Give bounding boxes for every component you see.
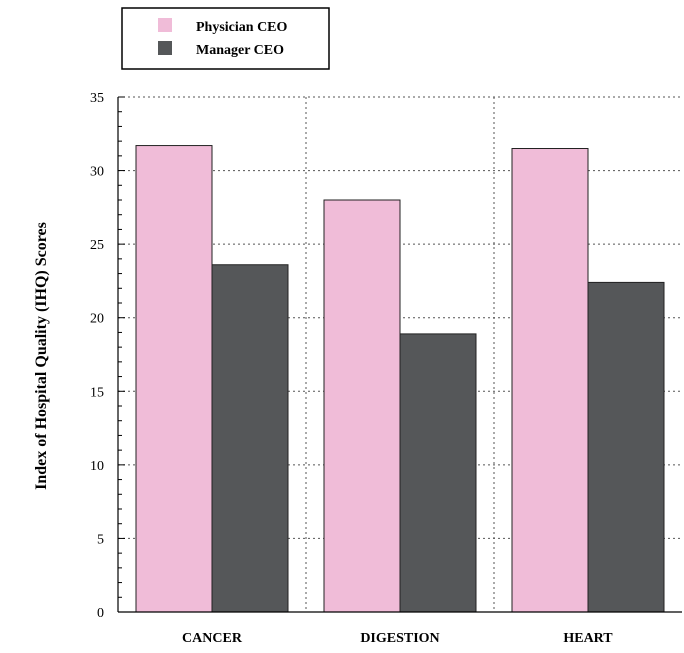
y-tick-label: 10	[90, 459, 104, 474]
legend: Physician CEO Manager CEO	[121, 7, 330, 70]
bar-cancer-manager-ceo	[211, 264, 289, 613]
x-tick-label: CANCER	[182, 631, 243, 646]
legend-label-physician: Physician CEO	[196, 20, 288, 35]
y-tick-label: 15	[90, 385, 104, 400]
bar-heart-physician-ceo	[511, 148, 589, 613]
legend-swatch-physician	[158, 18, 172, 32]
bar-cancer-physician-ceo	[135, 145, 213, 613]
y-axis-title: Index of Hospital Quality (IHQ) Scores	[33, 222, 50, 490]
bars	[135, 145, 665, 613]
x-tick-label: HEART	[563, 631, 613, 646]
legend-label-manager: Manager CEO	[196, 43, 284, 58]
y-tick-label: 35	[90, 91, 104, 106]
y-tick-label: 20	[90, 312, 104, 327]
y-tick-label: 25	[90, 238, 104, 253]
y-tick-label: 30	[90, 165, 104, 180]
y-tick-label: 5	[97, 532, 104, 547]
legend-swatch-manager	[158, 41, 172, 55]
legend-box	[121, 7, 330, 70]
bar-digestion-manager-ceo	[399, 333, 477, 613]
bar-heart-manager-ceo	[587, 281, 665, 613]
x-tick-label: DIGESTION	[360, 631, 439, 646]
bar-digestion-physician-ceo	[323, 199, 401, 613]
tick-labels: CANCER DIGESTION HEART 0 5 10 15 20 25 30 35	[90, 91, 613, 646]
axes	[117, 96, 682, 613]
y-tick-label: 0	[97, 606, 104, 621]
